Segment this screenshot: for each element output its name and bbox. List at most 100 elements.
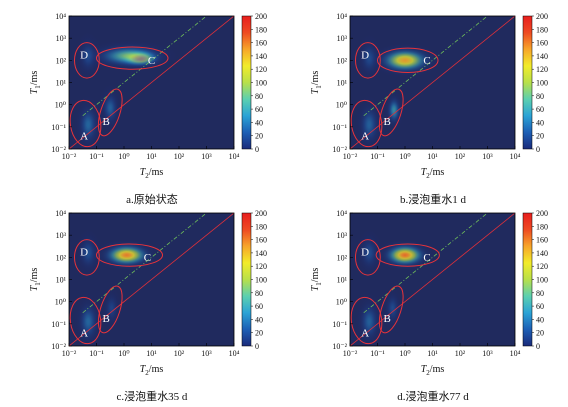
colorbar-tick-label-a-1: 20: [255, 132, 263, 141]
caption-c: c.浸泡重水35 d: [117, 389, 188, 403]
colorbar-tick-label-d-6: 120: [536, 262, 548, 271]
region-label-c-d: C: [423, 252, 430, 264]
heat-peak-d-3: [383, 287, 403, 329]
colorbar-tick-label-c-7: 140: [255, 249, 267, 258]
y-tick-label-a-2: 10⁰: [55, 101, 66, 110]
colorbar-tick-label-c-2: 40: [255, 315, 263, 324]
x-tick-label-d-0: 10⁻²: [343, 349, 358, 358]
colorbar-tick-label-b-6: 120: [536, 65, 548, 74]
diagonal-line-d: [350, 213, 515, 346]
y-tick-label-b-6: 10⁴: [336, 12, 347, 21]
y-axis-label-b: T1/ms: [310, 71, 323, 95]
heat-peak-c-3: [102, 287, 122, 329]
region-label-c-c: C: [144, 252, 151, 264]
y-axis-label-d: T1/ms: [310, 268, 323, 292]
heat-peak-c-1: [74, 293, 103, 346]
y-axis-label-c: T1/ms: [29, 268, 42, 292]
y-tick-label-a-6: 10⁴: [55, 12, 66, 21]
colorbar-tick-label-c-6: 120: [255, 262, 267, 271]
y-tick-label-b-2: 10⁰: [336, 101, 347, 110]
caption-a: a.原始状态: [126, 192, 178, 206]
caption-b: b.浸泡重水1 d: [400, 192, 466, 206]
region-label-d-a: D: [80, 49, 88, 61]
y-tick-label-d-1: 10⁻¹: [332, 320, 347, 329]
y-tick-label-d-5: 10³: [337, 231, 348, 240]
y-axis-label-a: T1/ms: [29, 71, 42, 95]
colorbar-tick-label-a-7: 140: [255, 52, 267, 61]
x-tick-label-a-6: 10⁴: [229, 152, 240, 161]
region-label-b-c: B: [102, 313, 109, 325]
region-label-c-a: C: [148, 55, 155, 67]
y-tick-label-a-1: 10⁻¹: [51, 123, 66, 132]
region-outline-d-b: [355, 42, 381, 79]
x-tick-label-c-6: 10⁴: [229, 349, 240, 358]
y-tick-label-d-3: 10¹: [337, 276, 348, 285]
x-tick-label-c-0: 10⁻²: [62, 349, 77, 358]
colorbar-tick-label-c-5: 100: [255, 276, 267, 285]
region-outline-b-b: [378, 88, 404, 137]
x-tick-label-b-4: 10²: [455, 152, 466, 161]
x-tick-label-a-4: 10²: [174, 152, 185, 161]
region-outline-a-b: [350, 99, 383, 148]
region-outline-d-c: [74, 239, 100, 276]
x-axis-label-b: T2/ms: [421, 167, 445, 180]
x-tick-label-b-5: 10³: [482, 152, 493, 161]
x-tick-label-c-1: 10⁻¹: [89, 349, 104, 358]
heat-peak-a-2: [74, 96, 103, 149]
diagonal-line-b: [350, 16, 515, 149]
x-tick-label-b-1: 10⁻¹: [370, 152, 385, 161]
colorbar-tick-label-b-8: 160: [536, 39, 548, 48]
diagonal-line-c: [69, 213, 234, 346]
region-label-c-b: C: [423, 55, 430, 67]
x-tick-label-d-2: 10⁰: [399, 349, 410, 358]
region-outline-d-d: [355, 239, 381, 276]
colorbar-tick-label-d-0: 0: [536, 342, 540, 351]
colorbar-tick-label-b-3: 60: [536, 105, 544, 114]
colorbar-tick-label-a-9: 180: [255, 25, 267, 34]
x-tick-label-c-2: 10⁰: [118, 349, 129, 358]
colorbar-tick-label-b-4: 80: [536, 92, 544, 101]
colorbar-d: [522, 212, 533, 347]
y-tick-label-a-3: 10¹: [56, 79, 67, 88]
y-tick-label-c-3: 10¹: [56, 276, 67, 285]
colorbar-tick-label-d-8: 160: [536, 236, 548, 245]
heatmap-d: [355, 229, 434, 346]
region-label-b-b: B: [383, 116, 390, 128]
region-label-a-a: A: [80, 130, 88, 142]
colorbar-tick-label-c-10: 200: [255, 209, 267, 218]
y-tick-label-c-4: 10²: [56, 253, 67, 262]
y-tick-label-b-0: 10⁻²: [332, 145, 347, 154]
colorbar-tick-label-d-7: 140: [536, 249, 548, 258]
y-tick-label-c-1: 10⁻¹: [51, 320, 66, 329]
x-tick-label-b-6: 10⁴: [510, 152, 521, 161]
heat-peak-b-1: [355, 96, 384, 149]
heat-peak-d-0: [376, 239, 434, 271]
x-axis-label-a: T2/ms: [140, 167, 164, 180]
x-tick-label-a-3: 10¹: [146, 152, 157, 161]
x-tick-label-d-4: 10²: [455, 349, 466, 358]
colorbar-c: [241, 212, 252, 347]
region-label-d-d: D: [361, 246, 369, 258]
region-label-b-a: B: [102, 116, 109, 128]
colorbar-tick-label-a-5: 100: [255, 79, 267, 88]
colorbar-tick-label-b-2: 40: [536, 118, 544, 127]
colorbar-tick-label-c-3: 60: [255, 302, 263, 311]
x-tick-label-d-6: 10⁴: [510, 349, 521, 358]
y-tick-label-b-4: 10²: [337, 56, 348, 65]
colorbar-tick-label-a-8: 160: [255, 39, 267, 48]
region-label-a-d: A: [361, 327, 369, 339]
colorbar-tick-label-d-4: 80: [536, 289, 544, 298]
y-tick-label-d-2: 10⁰: [336, 298, 347, 307]
x-axis-label-d: T2/ms: [421, 364, 445, 377]
panel-b: A B C D 10⁻² 10⁻¹ 10⁰ 10¹ 10² 10³ 10⁴ 10⁻² 10⁻¹ 10⁰ 10…: [310, 12, 548, 180]
x-tick-label-a-2: 10⁰: [118, 152, 129, 161]
x-tick-label-c-4: 10²: [174, 349, 185, 358]
colorbar-tick-label-a-0: 0: [255, 145, 259, 154]
colorbar-tick-label-c-4: 80: [255, 289, 263, 298]
x-tick-label-c-3: 10¹: [146, 349, 157, 358]
region-outline-b-d: [378, 285, 404, 334]
region-outline-d-a: [74, 42, 100, 79]
x-tick-label-a-5: 10³: [201, 152, 212, 161]
heat-peak-c-0: [95, 239, 159, 271]
x-tick-label-a-1: 10⁻¹: [89, 152, 104, 161]
